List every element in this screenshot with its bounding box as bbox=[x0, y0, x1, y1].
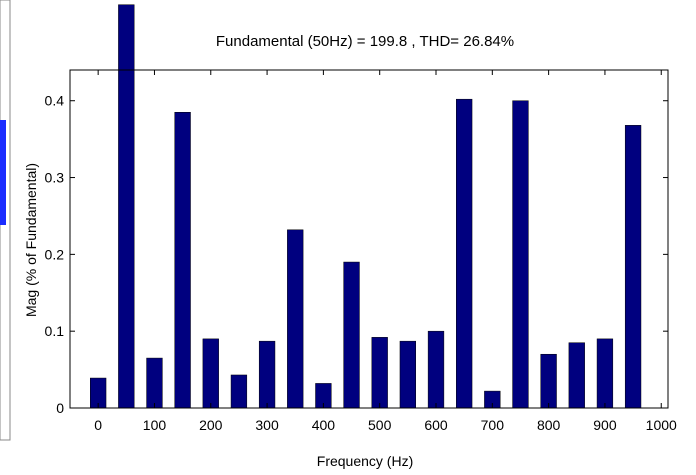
plot-frame bbox=[69, 69, 669, 409]
bar bbox=[624, 125, 642, 409]
x-tick-label: 700 bbox=[481, 417, 505, 433]
x-tick-label: 300 bbox=[255, 417, 279, 433]
x-tick-label: 800 bbox=[537, 417, 561, 433]
bar bbox=[512, 100, 529, 409]
x-tick-label: 900 bbox=[593, 417, 617, 433]
y-tick-label: 0.1 bbox=[45, 323, 65, 339]
bar bbox=[146, 357, 163, 409]
bar bbox=[202, 338, 219, 409]
y-axis-label: Mag (% of Fundamental) bbox=[23, 163, 39, 317]
bar bbox=[456, 98, 473, 409]
bar bbox=[118, 4, 135, 409]
y-tick-label: 0 bbox=[56, 400, 64, 416]
y-tick-label: 0.4 bbox=[45, 93, 65, 109]
x-tick-label: 600 bbox=[424, 417, 448, 433]
x-tick-label: 400 bbox=[312, 417, 336, 433]
x-tick-label: 200 bbox=[199, 417, 223, 433]
x-tick-label: 100 bbox=[143, 417, 167, 433]
chart-title: Fundamental (50Hz) = 199.8 , THD= 26.84% bbox=[216, 33, 514, 50]
bar bbox=[174, 112, 191, 409]
bar bbox=[287, 229, 304, 409]
bar bbox=[230, 374, 248, 409]
bar bbox=[596, 338, 614, 409]
bar bbox=[258, 340, 276, 409]
bar bbox=[568, 342, 585, 409]
side-panel-highlight bbox=[0, 120, 6, 225]
x-tick-label: 1000 bbox=[646, 417, 677, 433]
bar bbox=[343, 261, 360, 409]
y-tick-label: 0.3 bbox=[45, 170, 65, 186]
x-tick-label: 0 bbox=[94, 417, 102, 433]
bar bbox=[540, 353, 557, 409]
bar bbox=[427, 330, 445, 409]
x-tick-label: 500 bbox=[368, 417, 392, 433]
bar bbox=[371, 337, 388, 409]
bar bbox=[399, 340, 416, 409]
x-axis-label: Frequency (Hz) bbox=[317, 453, 413, 469]
y-tick-label: 0.2 bbox=[45, 246, 65, 262]
